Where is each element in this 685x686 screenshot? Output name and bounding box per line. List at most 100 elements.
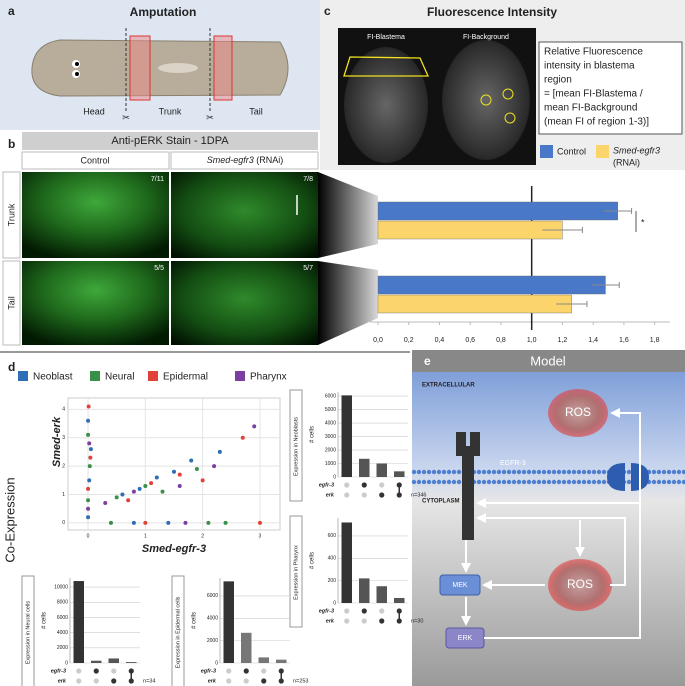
row-label: erk	[208, 678, 217, 684]
lipid	[676, 479, 682, 485]
region-label: Tail	[249, 106, 263, 116]
x-tick-label: 1,6	[619, 337, 629, 344]
x-tick-label: 1	[144, 533, 147, 539]
arrow	[484, 408, 641, 639]
point	[87, 478, 92, 483]
bar	[341, 522, 352, 603]
ros	[548, 559, 612, 611]
lipid	[501, 479, 507, 485]
lipid	[526, 469, 532, 475]
bar	[377, 220, 563, 240]
ros-label: ROS	[567, 577, 593, 591]
y-tick-label: 2	[62, 463, 65, 469]
ros-label: ROS	[565, 405, 591, 419]
eye	[75, 62, 79, 66]
roi-blastema	[343, 56, 430, 77]
matrix-dot	[361, 618, 367, 624]
scissors: ✂	[122, 112, 130, 122]
panel-title: Anti-pERK Stain - 1DPA	[111, 135, 229, 147]
lipid	[511, 469, 517, 475]
lipid	[436, 469, 442, 475]
micrograph	[22, 172, 169, 258]
bar	[359, 578, 370, 603]
legend-label: (RNAi)	[613, 157, 640, 167]
lipid	[571, 469, 577, 475]
y-tick-label: 1000	[325, 461, 336, 467]
matrix-dot	[111, 678, 117, 684]
panel-title: Model	[530, 353, 566, 368]
matrix-dot	[379, 618, 385, 624]
lipid	[531, 479, 537, 485]
lipid	[446, 479, 452, 485]
panel-label: a	[8, 4, 15, 18]
matrix-dot	[261, 678, 267, 684]
image-label: FI-Blastema	[367, 34, 405, 41]
bar	[377, 294, 572, 314]
lipid	[456, 479, 462, 485]
matrix-dot	[344, 492, 350, 498]
x-tick-label: 0,2	[404, 337, 414, 344]
y-tick-label: 3	[62, 435, 65, 441]
point	[131, 520, 136, 525]
panel-label: b	[8, 137, 15, 151]
formula: Relative Fluorescence intensity in blaste…	[544, 47, 649, 128]
lipid	[681, 479, 685, 485]
lipid	[431, 469, 437, 475]
matrix-dot	[344, 618, 350, 624]
y-tick-label: 2000	[207, 638, 218, 644]
title-box	[289, 389, 303, 502]
lipid	[521, 469, 527, 475]
bar	[341, 395, 352, 477]
arrows	[461, 408, 641, 639]
point	[143, 484, 148, 488]
lipid	[516, 469, 522, 475]
point	[86, 418, 91, 423]
row-label: erk	[326, 492, 335, 498]
y-tick-label: 4000	[325, 420, 336, 426]
row-label: egfr-3	[201, 668, 216, 674]
point	[86, 498, 91, 503]
matrix-dot	[261, 668, 267, 674]
y-axis-label: # cells	[310, 552, 316, 569]
count-label: 7/8	[303, 176, 313, 183]
x-tick-label: 0,6	[465, 337, 475, 344]
x-tick-label: 0,8	[496, 337, 506, 344]
matrix-dot	[344, 608, 350, 614]
lipid	[501, 469, 507, 475]
y-tick-label: 4000	[57, 630, 68, 636]
region-label: Trunk	[159, 106, 182, 116]
matrix-dot	[379, 492, 385, 498]
membrane	[411, 469, 685, 485]
lipid	[541, 479, 547, 485]
lipid	[571, 479, 577, 485]
point	[223, 520, 228, 525]
panel-label: c	[324, 4, 331, 18]
panel-d: d Co-Expression	[0, 351, 410, 563]
legend-swatch	[235, 371, 245, 381]
y-tick-label: 4000	[207, 616, 218, 622]
row-label: erk	[326, 618, 335, 624]
x-tick-label: 1,8	[650, 337, 660, 344]
lipid	[421, 469, 427, 475]
panel-label: e	[424, 354, 431, 368]
roi-background	[480, 94, 492, 106]
point	[177, 472, 182, 477]
lipid	[651, 469, 657, 475]
y-tick-label: 2000	[325, 447, 336, 453]
point	[108, 520, 113, 525]
panel-c: c Fluorescence Intensity FI-Blastema FI-…	[320, 0, 685, 170]
zoom-wedge	[318, 172, 378, 258]
point	[183, 520, 188, 525]
point	[200, 478, 205, 483]
row-label: Tail	[6, 296, 16, 310]
y-tick-label: 2000	[57, 645, 68, 651]
bar	[276, 659, 287, 663]
node-label: ERK	[458, 635, 473, 642]
scissors: ✂	[206, 112, 214, 122]
lipid	[491, 479, 497, 485]
y-tick-label: 0	[215, 660, 218, 666]
note: n=346	[411, 492, 426, 498]
lipid	[651, 479, 657, 485]
receptor	[456, 432, 480, 540]
